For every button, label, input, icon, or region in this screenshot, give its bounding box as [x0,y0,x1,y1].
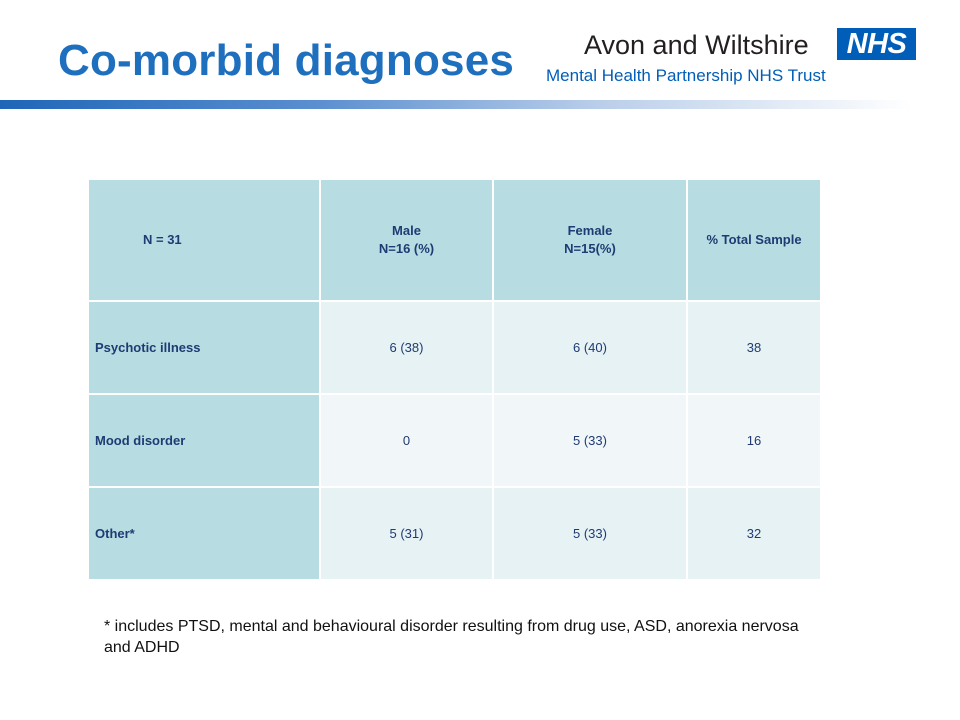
slide-title: Co-morbid diagnoses [58,36,515,85]
header-divider [0,100,912,109]
table-header-row: N = 31 Male N=16 (%) Female N=15(%) % To… [87,178,822,302]
table-row: Psychotic illness 6 (38) 6 (40) 38 [87,300,822,395]
cell-female: 6 (40) [492,300,688,395]
header-male-label: Male [392,223,421,238]
header-sample-size: N = 31 [87,178,321,302]
header-female-label: Female [567,223,613,238]
cell-female: 5 (33) [492,486,688,581]
cell-female: 5 (33) [492,393,688,488]
sample-size-text: N = 31 [143,232,182,247]
row-label: Other* [87,486,321,581]
logo-name: Avon and Wiltshire [584,30,809,60]
header-male-count: N=16 (%) [378,241,435,256]
table-footnote: * includes PTSD, mental and behavioural … [104,618,799,656]
header-total-label: % Total Sample [706,232,802,247]
comorbid-diagnoses-table: N = 31 Male N=16 (%) Female N=15(%) % To… [87,178,822,581]
header-male: Male N=16 (%) [319,178,494,302]
row-label: Mood disorder [87,393,321,488]
cell-total: 38 [686,300,822,395]
header-female-count: N=15(%) [564,241,616,256]
header-total: % Total Sample [686,178,822,302]
cell-male: 6 (38) [319,300,494,395]
cell-total: 32 [686,486,822,581]
table-row: Mood disorder 0 5 (33) 16 [87,393,822,488]
cell-male: 0 [319,393,494,488]
nhs-badge: NHS [837,28,916,60]
trust-logo: Avon and Wiltshire NHS Mental Health Par… [546,28,916,90]
header-female: Female N=15(%) [492,178,688,302]
cell-total: 16 [686,393,822,488]
logo-subtitle: Mental Health Partnership NHS Trust [546,66,826,85]
cell-male: 5 (31) [319,486,494,581]
table-row: Other* 5 (31) 5 (33) 32 [87,486,822,581]
row-label: Psychotic illness [87,300,321,395]
